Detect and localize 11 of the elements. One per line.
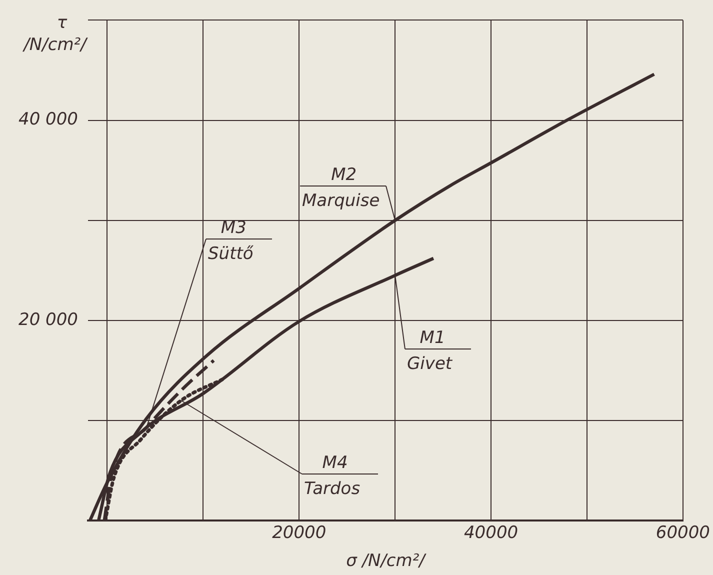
text: M4 Tardos: [304, 453, 360, 499]
y-tick-label: 20 000: [18, 310, 78, 330]
x-axis-title: σ /N/cm²/: [346, 550, 428, 571]
text: M3 Süttő: [208, 218, 254, 264]
text: M1 Givet: [407, 328, 454, 374]
series-label: M2 Marquise: [302, 165, 380, 211]
y-tick-label: 40 000: [18, 110, 78, 130]
x-tick-label: 60000: [656, 523, 710, 544]
x-tick-label: 20000: [272, 523, 326, 544]
x-tick-label: 40000: [464, 523, 518, 544]
y-axis-title: τ /N/cm²/: [22, 13, 89, 55]
